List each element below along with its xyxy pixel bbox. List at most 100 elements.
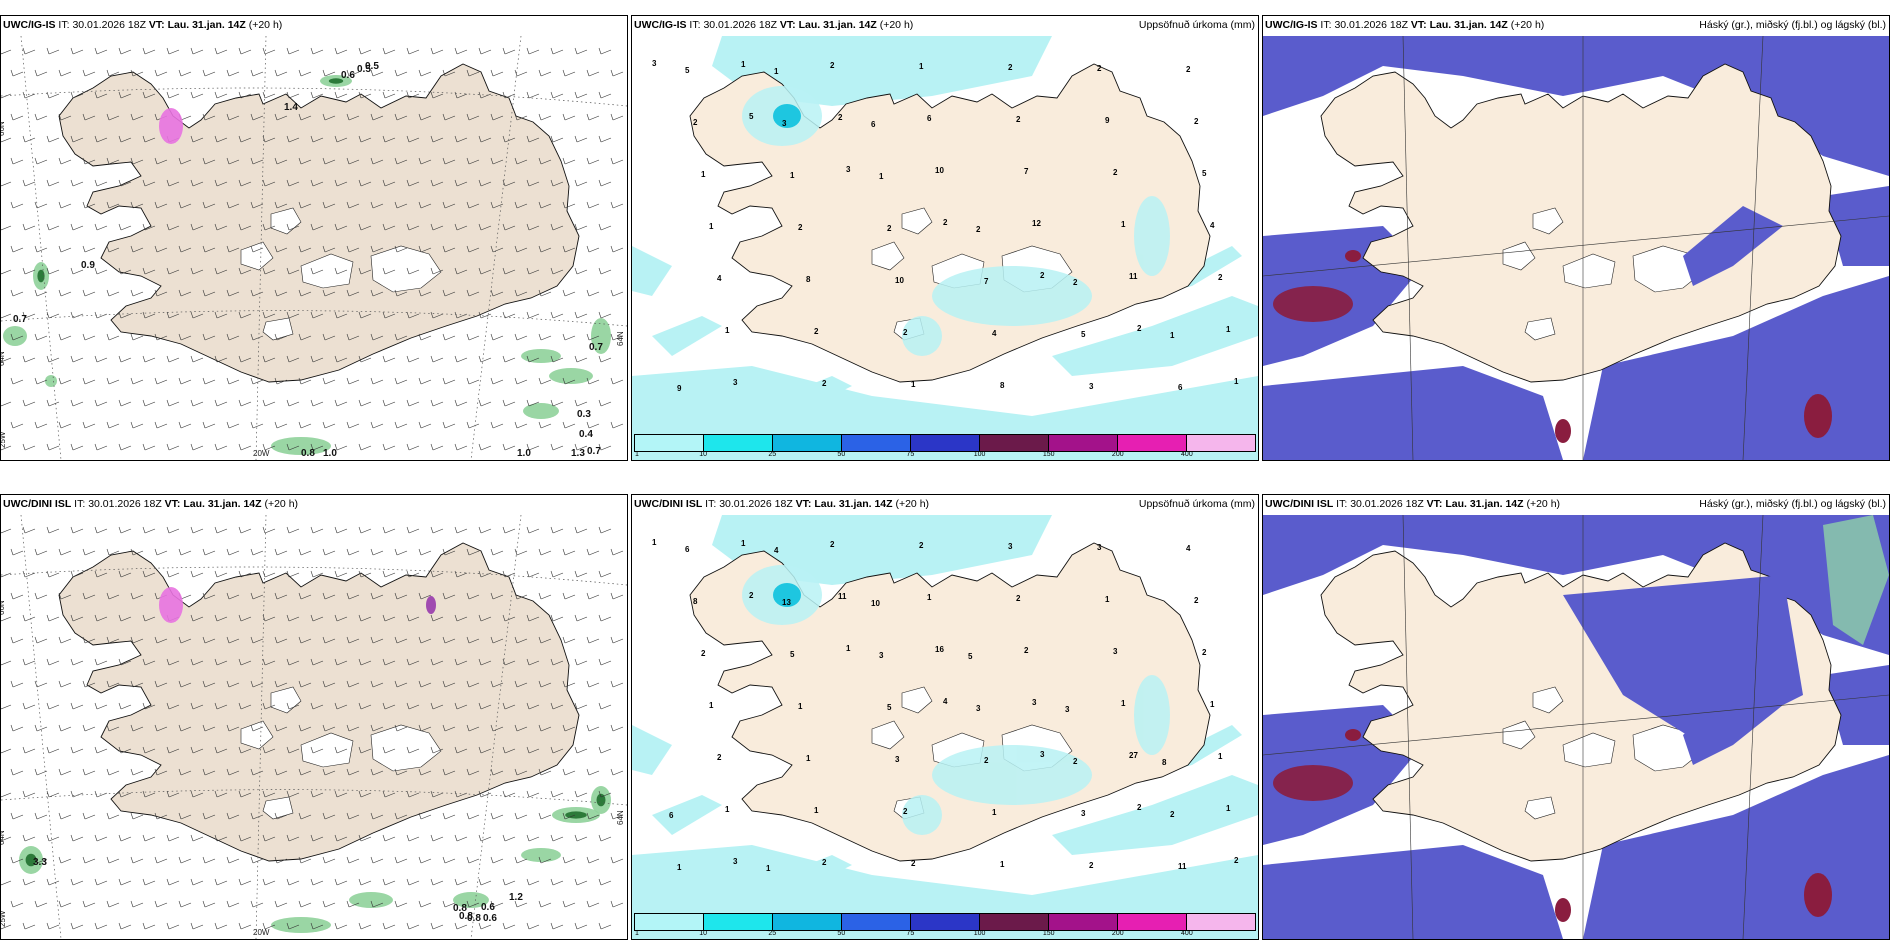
precip-value-label: 10	[895, 276, 904, 285]
high-cloud	[1273, 286, 1353, 322]
precip-colorbar	[634, 434, 1256, 452]
lon-label: 20W	[253, 449, 270, 458]
high-cloud	[1555, 898, 1571, 922]
precip-value-label: 1	[1218, 752, 1223, 761]
precip-value-label: 2	[798, 223, 803, 232]
glacier	[901, 207, 933, 235]
colorbar-tick-label: 10	[699, 930, 708, 937]
precip-value-label: 2	[1097, 64, 1102, 73]
glacier	[370, 245, 442, 293]
lat-label: 64N	[1, 351, 6, 366]
precip-value-label: 11	[838, 592, 847, 601]
precip-value-label: 1	[1000, 860, 1005, 869]
precip-value-label: 1	[927, 593, 932, 602]
colorbar-segment	[842, 435, 911, 451]
panel-title: UWC/DINI ISL IT: 30.01.2026 18Z VT: Lau.…	[3, 498, 299, 510]
precip-value-label: 5	[1202, 169, 1207, 178]
precip-value-label: 5	[1081, 330, 1086, 339]
precip-spot-core	[596, 793, 606, 807]
precip-value-label: 2	[822, 858, 827, 867]
precip-value-label: 1	[992, 808, 997, 817]
precip-map[interactable]: 1214322111163271321211122231212312112132…	[632, 515, 1258, 939]
precip-value-label: 2	[701, 649, 706, 658]
precip-value-label: 1	[677, 863, 682, 872]
glacier	[262, 317, 294, 341]
precip-spot	[271, 437, 331, 455]
wind-value-label: 0.8	[459, 911, 473, 922]
precip-value-label: 2	[903, 328, 908, 337]
precip-panel-row2[interactable]: UWC/DINI ISL IT: 30.01.2026 18Z VT: Lau.…	[631, 494, 1259, 940]
wind-value-label: 0.5	[357, 64, 371, 75]
snow-area	[159, 108, 183, 144]
precip-value-label: 8	[806, 275, 811, 284]
precip-value-label: 6	[871, 120, 876, 129]
colorbar-tick-label: 1	[635, 930, 639, 937]
glacier	[1502, 241, 1536, 271]
colorbar-tick-label: 1	[635, 451, 639, 458]
colorbar-segment	[1118, 435, 1187, 451]
grid-lines	[1263, 36, 1889, 460]
wind-panel-row1[interactable]: UWC/IG-IS IT: 30.01.2026 18Z VT: Lau. 31…	[0, 15, 628, 461]
colorbar-segment	[704, 914, 773, 930]
lat-label: 64N	[616, 331, 625, 346]
glacier	[370, 724, 442, 772]
colorbar-tick-label: 100	[973, 451, 986, 458]
precip-value-label: 1	[774, 67, 779, 76]
precip-value-label: 4	[943, 697, 948, 706]
precip-value-label: 2	[1194, 596, 1199, 605]
precip-value-label: 3	[1032, 698, 1037, 707]
glacier	[1532, 207, 1564, 235]
high-cloud	[1345, 729, 1361, 741]
high-cloud	[1804, 394, 1832, 438]
wind-value-label: 0.7	[13, 314, 27, 325]
precip-panel-row1[interactable]: UWC/IG-IS IT: 30.01.2026 18Z VT: Lau. 31…	[631, 15, 1259, 461]
precip-value-label: 3	[976, 704, 981, 713]
precip-value-label: 1	[806, 754, 811, 763]
colorbar-segment	[1187, 435, 1255, 451]
cloud-panel-row1[interactable]: UWC/IG-IS IT: 30.01.2026 18Z VT: Lau. 31…	[1262, 15, 1890, 461]
precip-spot	[271, 917, 331, 933]
wind-map[interactable]: 66N64N25W20W64N0.60.50.51.40.90.70.70.30…	[1, 36, 627, 460]
glacier	[1562, 732, 1616, 768]
precip-value-label: 3	[1089, 382, 1094, 391]
precip-value-label: 1	[701, 170, 706, 179]
colorbar-tick-label: 25	[768, 451, 777, 458]
wind-panel-row2[interactable]: UWC/DINI ISL IT: 30.01.2026 18Z VT: Lau.…	[0, 494, 628, 940]
colorbar-segment	[1118, 914, 1187, 930]
precip-map[interactable]: 3532221121012111326712121224421295182822…	[632, 36, 1258, 460]
colorbar-ticks: 1 10 25 50 75 100 150 200 400	[634, 451, 1256, 460]
glacier	[871, 241, 905, 271]
colorbar-ticks: 1 10 25 50 75 100 150 200 400	[634, 930, 1256, 939]
precip-value-label: 8	[693, 597, 698, 606]
precip-spot-core	[37, 269, 45, 283]
precip-value-label: 2	[1016, 594, 1021, 603]
precip-spot	[3, 326, 27, 346]
precip-value-label: 8	[1000, 381, 1005, 390]
graticule	[1, 515, 627, 939]
glacier	[1524, 317, 1556, 341]
panel-title: UWC/IG-IS IT: 30.01.2026 18Z VT: Lau. 31…	[1265, 19, 1545, 31]
cloud-map[interactable]	[1263, 36, 1889, 460]
precip-value-label: 10	[871, 599, 880, 608]
precip-value-label: 2	[1234, 856, 1239, 865]
colorbar-tick-label: 75	[906, 930, 915, 937]
wind-value-label: 0.6	[481, 902, 495, 913]
precip-value-label: 3	[895, 755, 900, 764]
precip-value-label: 1	[1121, 699, 1126, 708]
cloud-panel-row2[interactable]: UWC/DINI ISL IT: 30.01.2026 18Z VT: Lau.…	[1262, 494, 1890, 940]
precip-value-label: 2	[903, 807, 908, 816]
precip-spot	[549, 368, 593, 384]
precip-value-label: 3	[879, 651, 884, 660]
wind-value-label: 0.9	[81, 260, 95, 271]
precip-value-label: 4	[992, 329, 997, 338]
precip-value-label: 11	[1178, 862, 1187, 871]
wind-barbs	[1, 526, 624, 930]
precip-value-label: 1	[919, 62, 924, 71]
lat-label: 66N	[1, 600, 6, 615]
precip-value-label: 2	[1113, 168, 1118, 177]
cloud-map[interactable]	[1263, 515, 1889, 939]
precip-value-label: 1	[814, 806, 819, 815]
iceland-coast	[58, 542, 580, 862]
precip-value-label: 5	[790, 650, 795, 659]
